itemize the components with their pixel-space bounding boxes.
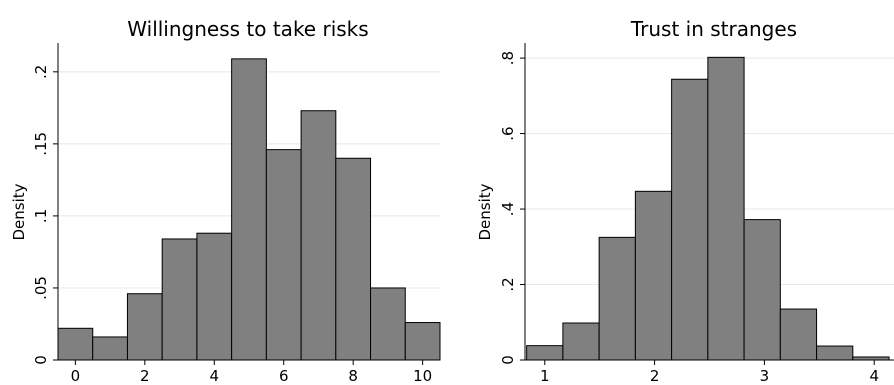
y-tick-label: .6 <box>499 126 517 140</box>
x-tick-label: 8 <box>348 367 358 385</box>
histogram-bar <box>265 149 302 361</box>
histogram-bar <box>779 308 818 361</box>
histogram-bar <box>300 110 337 361</box>
x-tick-label: 2 <box>140 367 150 385</box>
histogram-bar <box>161 238 198 361</box>
chart-title: Trust in stranges <box>630 17 797 41</box>
histogram-bar <box>598 236 636 361</box>
x-tick-label: 1 <box>540 367 550 385</box>
y-axis-label: Density <box>10 183 28 240</box>
x-tick-label: 0 <box>71 367 81 385</box>
histogram-bar <box>57 327 94 361</box>
y-tick-label: .15 <box>32 132 50 156</box>
y-tick-label: .4 <box>499 202 517 216</box>
histogram-bar <box>335 157 372 361</box>
y-tick-label: .2 <box>499 277 517 291</box>
y-tick-label: 0 <box>499 355 517 365</box>
chart-title: Willingness to take risks <box>127 17 368 41</box>
histogram-bar <box>370 287 406 361</box>
y-tick-label: .8 <box>499 51 517 65</box>
histogram-panel-risk: Willingness to take risks Density 0 .05 .1… <box>10 17 441 385</box>
x-tick-label: 6 <box>279 367 289 385</box>
x-tick-label: 2 <box>650 367 660 385</box>
x-tick-label: 4 <box>869 367 879 385</box>
x-tick-label: 10 <box>413 367 432 385</box>
histogram-bar <box>404 322 441 361</box>
x-tick-label: 3 <box>760 367 770 385</box>
histogram-bar <box>634 190 673 361</box>
histogram-bar <box>707 56 745 361</box>
histogram-panel-trust: Trust in stranges Density 0 .2 .4 .6 .8 1 2 3 4 <box>476 17 894 385</box>
y-tick-label: 0 <box>32 355 50 365</box>
y-tick-label: .05 <box>32 276 50 300</box>
histogram-bar <box>92 336 128 361</box>
histogram-bar <box>562 322 600 361</box>
y-tick-label: .1 <box>32 209 50 223</box>
histogram-bar <box>526 345 564 361</box>
histogram-bar <box>743 219 781 361</box>
histogram-bar <box>671 78 709 361</box>
x-tick-label: 4 <box>209 367 219 385</box>
histogram-bar <box>816 345 854 361</box>
histogram-bar <box>196 232 233 361</box>
histogram-bar <box>126 293 163 361</box>
y-axis-label: Density <box>476 183 494 240</box>
histogram-bar <box>231 58 267 361</box>
y-tick-label: .2 <box>32 65 50 79</box>
